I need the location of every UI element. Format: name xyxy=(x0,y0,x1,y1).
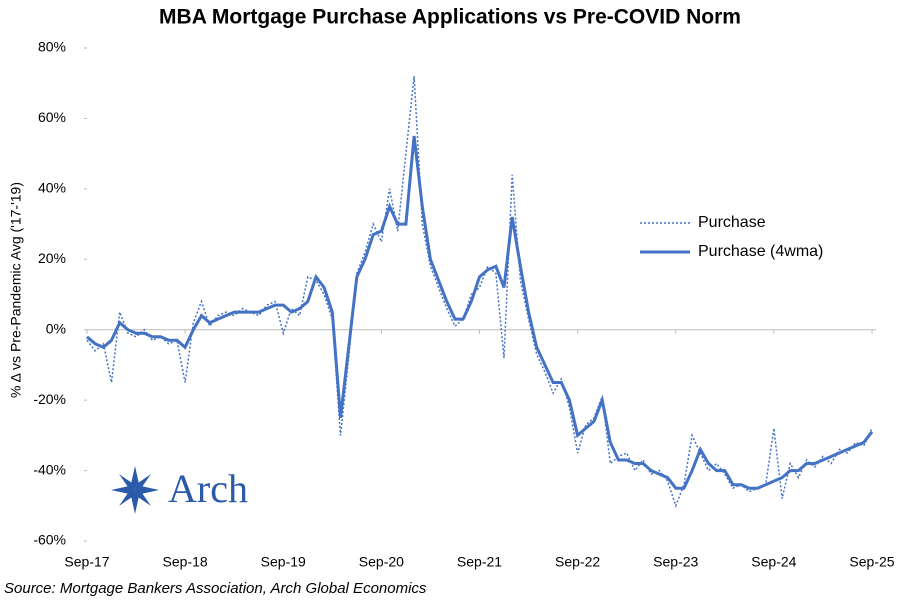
legend-label: Purchase (4wma) xyxy=(698,243,823,260)
x-tick-label: Sep-22 xyxy=(555,554,600,570)
y-tick-label: 20% xyxy=(38,250,66,266)
series-line xyxy=(86,76,873,509)
y-tick-label: 60% xyxy=(38,109,66,125)
y-tick-label: -60% xyxy=(33,532,66,548)
x-tick-label: Sep-17 xyxy=(64,554,109,570)
x-tick-label: Sep-23 xyxy=(653,554,698,570)
chart-title: MBA Mortgage Purchase Applications vs Pr… xyxy=(159,6,741,29)
y-axis-label: % Δ vs Pre-Pandemic Avg ('17-'19) xyxy=(8,182,24,398)
logo xyxy=(111,466,159,514)
logo-text: Arch xyxy=(168,466,248,511)
y-tick-label: -40% xyxy=(33,461,66,477)
y-tick-label: 40% xyxy=(38,180,66,196)
x-tick-label: Sep-24 xyxy=(751,554,796,570)
x-tick-label: Sep-19 xyxy=(261,554,306,570)
legend-label: Purchase xyxy=(698,214,766,231)
x-tick-label: Sep-25 xyxy=(849,554,894,570)
x-tick-label: Sep-20 xyxy=(359,554,404,570)
y-tick-label: 0% xyxy=(46,320,66,336)
y-tick-label: -20% xyxy=(33,391,66,407)
series-line xyxy=(86,135,874,490)
y-tick-label: 80% xyxy=(38,39,66,55)
source: Source: Mortgage Bankers Association, Ar… xyxy=(4,580,427,597)
x-tick-label: Sep-21 xyxy=(457,554,502,570)
x-tick-label: Sep-18 xyxy=(163,554,208,570)
